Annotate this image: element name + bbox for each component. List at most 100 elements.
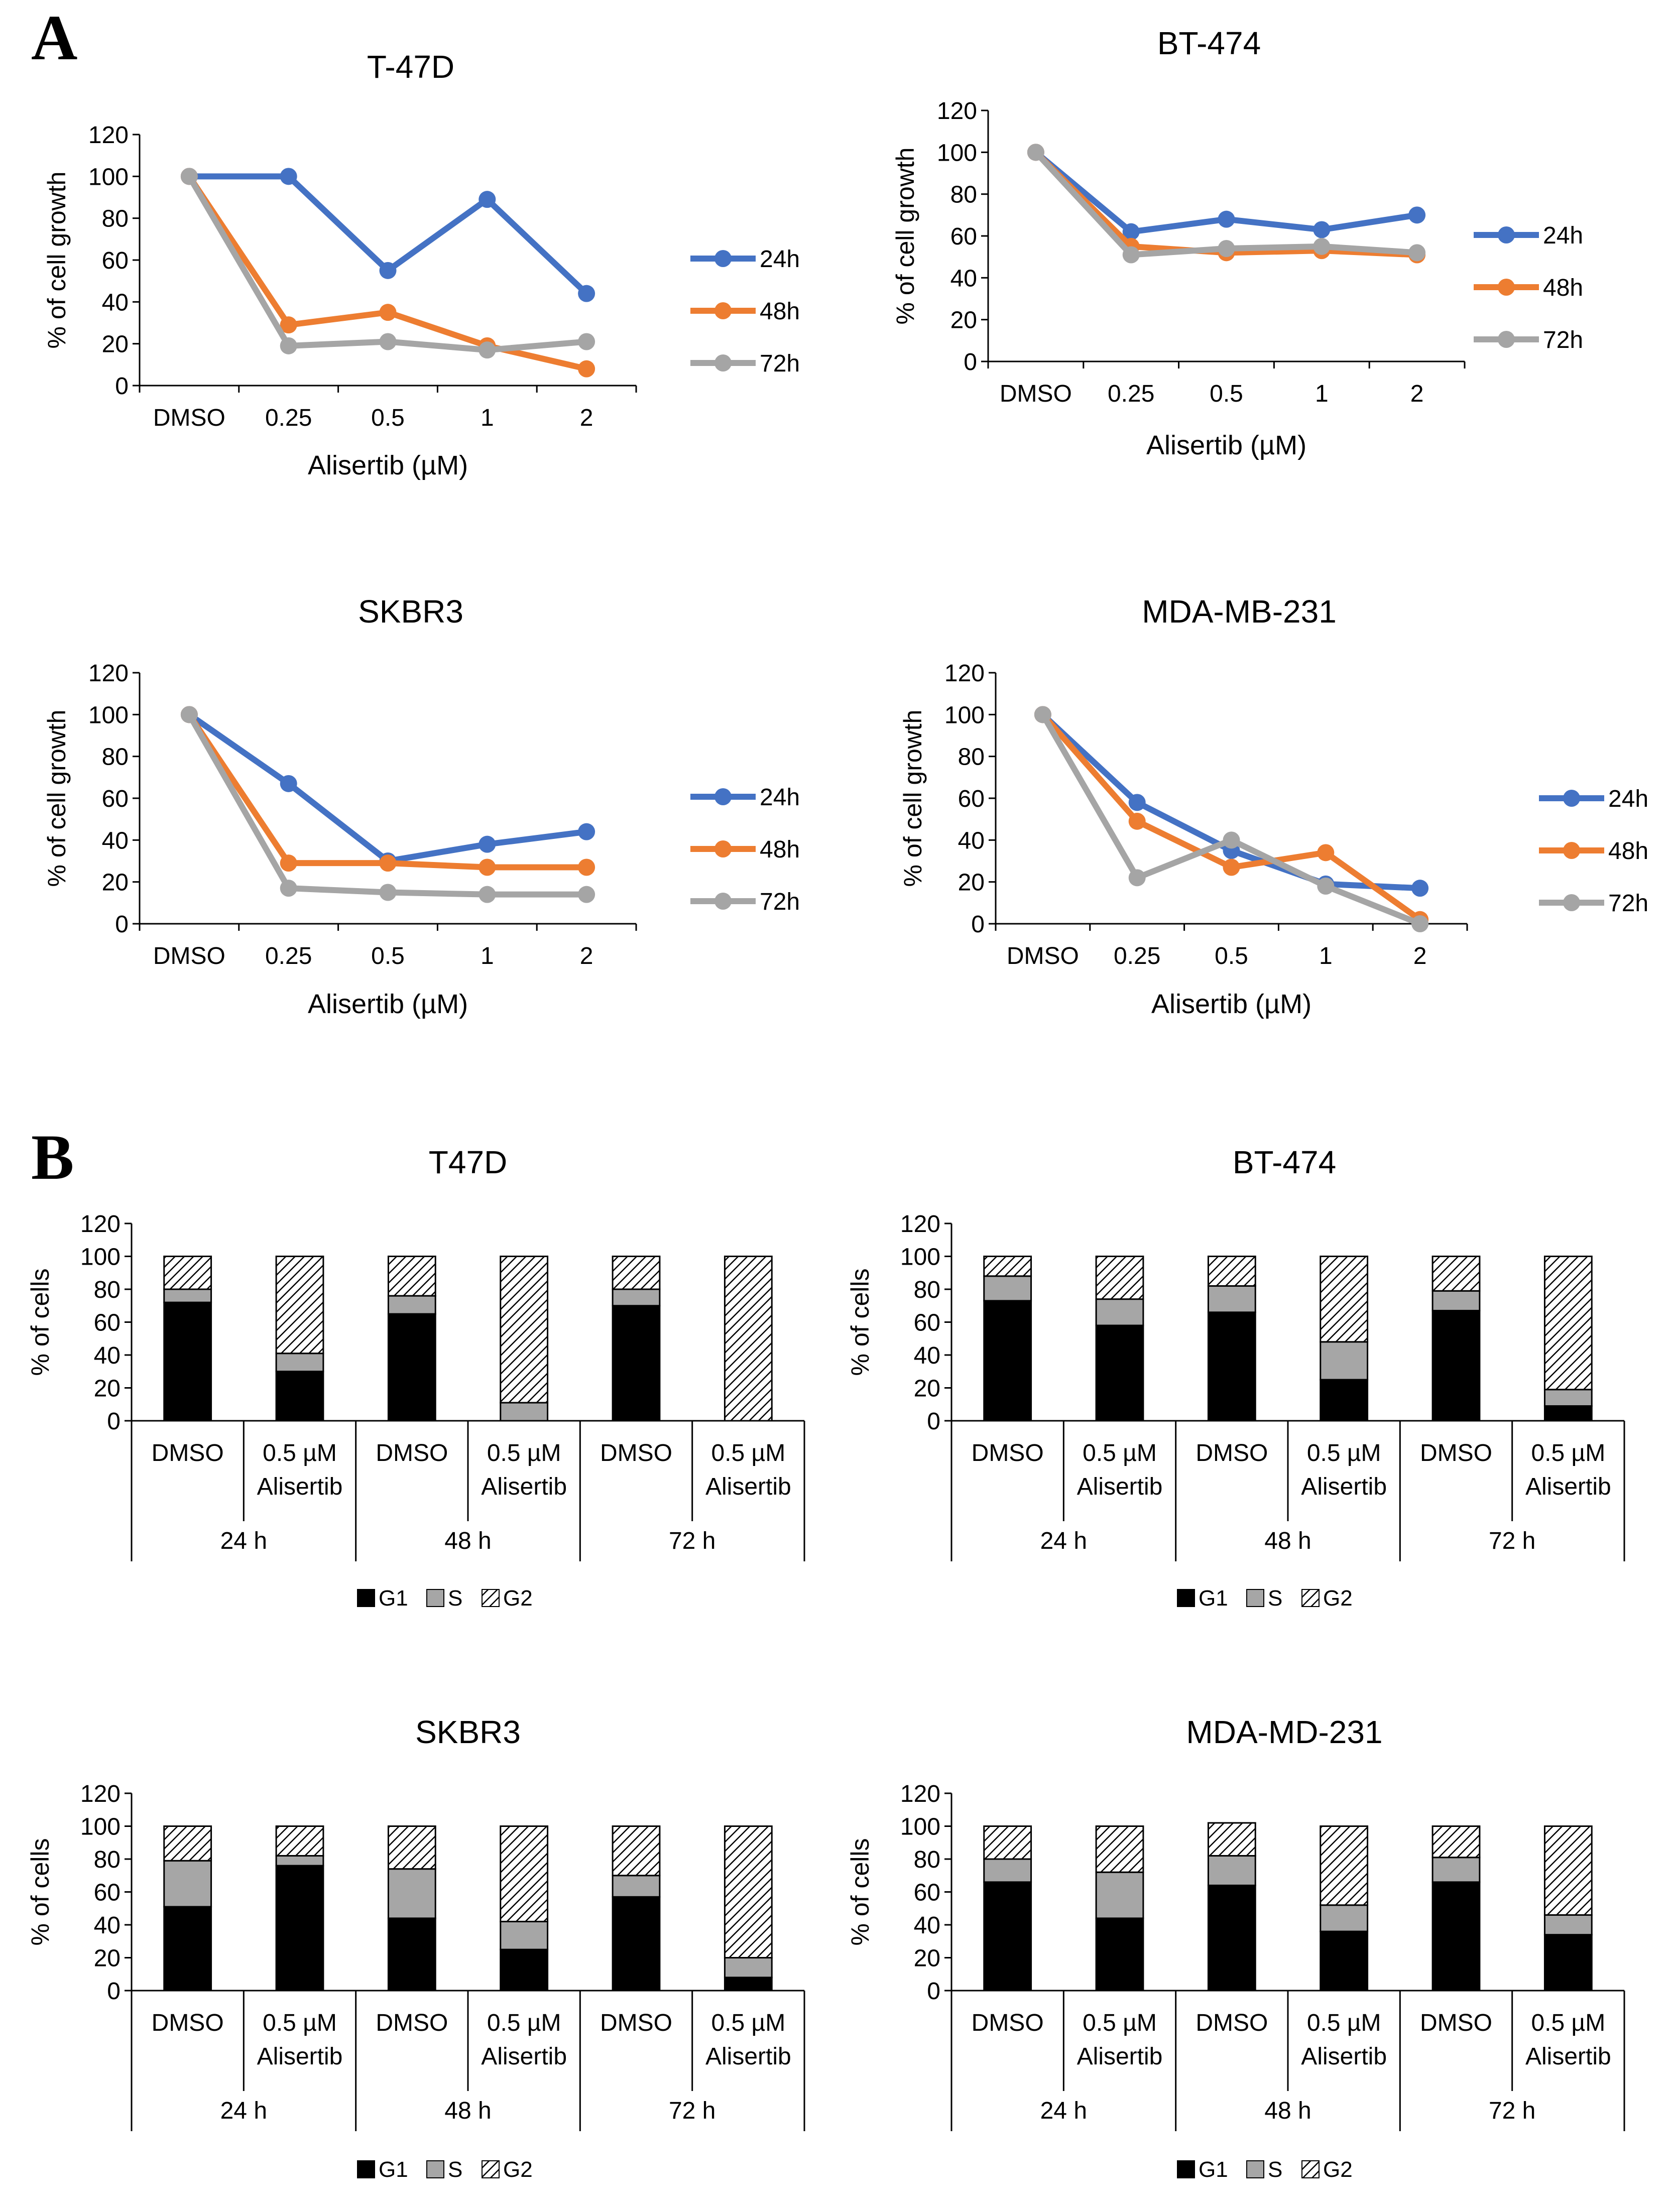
legend-label: G1: [1199, 1586, 1228, 1611]
x-tick-label: 2: [580, 943, 593, 969]
chart-title: BT-474: [1233, 1144, 1336, 1180]
x-axis-label: Alisertib (µM): [1151, 989, 1311, 1019]
group-label: 48 h: [444, 1528, 491, 1554]
data-point-72h: [180, 168, 198, 185]
category-label: DMSO: [972, 1440, 1044, 1466]
bar-segment-G1: [1207, 1884, 1256, 1992]
chart-title: SKBR3: [415, 1714, 521, 1750]
bar-segment-G1: [612, 1305, 661, 1422]
y-tick-label: 0: [927, 1408, 940, 1435]
x-tick-label: DMSO: [153, 943, 225, 969]
legend-label: 72h: [760, 889, 800, 915]
category-label: 0.5 µM: [487, 1440, 561, 1466]
data-point-72h: [479, 886, 496, 903]
bar-segment-G1: [983, 1300, 1032, 1422]
category-label: Alisertib: [1077, 1473, 1163, 1500]
bar-segment-G2: [500, 1256, 549, 1404]
legend-label: 72h: [1543, 327, 1583, 353]
legend-label: 24h: [1608, 786, 1648, 812]
x-tick-label: 1: [1315, 381, 1329, 407]
y-tick-label: 20: [958, 870, 985, 896]
series-line-24h: [187, 712, 587, 864]
legend-swatch-G1: [357, 1589, 375, 1607]
y-tick-label: 100: [88, 702, 129, 728]
y-axis-label: % of cell growth: [891, 148, 919, 325]
bar-segment-S: [1095, 1298, 1144, 1326]
y-axis-label: % of cells: [26, 1838, 54, 1946]
category-label: Alisertib: [1301, 1473, 1387, 1500]
data-point-72h: [379, 884, 397, 901]
legend-label: 48h: [760, 836, 800, 863]
category-label: 0.5 µM: [1531, 2010, 1605, 2036]
category-label: DMSO: [376, 1440, 448, 1466]
data-point-24h: [280, 775, 297, 792]
y-tick-label: 80: [94, 1277, 121, 1303]
category-label: Alisertib: [481, 1473, 567, 1500]
bar-segment-S: [1431, 1857, 1481, 1883]
y-tick-label: 0: [107, 1408, 121, 1435]
bar-segment-G1: [387, 1917, 436, 1992]
category-label: 0.5 µM: [1083, 2010, 1157, 2036]
y-axis-label: % of cells: [26, 1269, 54, 1376]
legend-label: 48h: [760, 298, 800, 325]
y-axis-label: % of cell growth: [899, 710, 927, 887]
chart-5: T47D 0 20 40 60 80 100 120 % of cells DMSO 0.5 µM A…: [26, 1144, 805, 1611]
data-point-72h: [1223, 831, 1240, 849]
chart-title: T-47D: [367, 49, 454, 85]
bar-segment-G2: [983, 1256, 1032, 1277]
group-label: 24 h: [1040, 1528, 1087, 1554]
y-tick-label: 40: [94, 1912, 121, 1939]
series-line-48h: [186, 712, 587, 871]
y-tick-label: 60: [102, 786, 129, 812]
category-label: Alisertib: [705, 1473, 791, 1500]
y-tick-label: 40: [914, 1912, 940, 1939]
legend-swatch-G2: [482, 1589, 500, 1607]
data-point-48h: [379, 854, 397, 872]
y-tick-label: 40: [102, 827, 129, 854]
bar-segment-G2: [275, 1256, 324, 1355]
y-tick-label: 60: [950, 223, 977, 250]
legend-marker-72h: [714, 354, 732, 372]
panel-label-a: A: [31, 2, 77, 73]
y-tick-label: 120: [88, 660, 129, 687]
legend-label: G2: [1323, 2157, 1353, 2182]
category-label: DMSO: [376, 2010, 448, 2036]
y-tick-label: 0: [107, 1978, 121, 2005]
bar-segment-G2: [275, 1825, 324, 1857]
x-tick-label: 0.5: [1215, 943, 1248, 969]
data-point-48h: [379, 304, 397, 321]
category-label: 0.5 µM: [263, 2010, 337, 2036]
y-tick-label: 120: [937, 98, 977, 125]
bar-segment-G1: [1320, 1930, 1369, 1992]
data-point-72h: [1027, 144, 1044, 161]
legend-swatch-G2: [482, 2160, 500, 2178]
category-label: 0.5 µM: [1307, 2010, 1381, 2036]
bar-segment-G1: [1431, 1881, 1481, 1992]
y-tick-label: 120: [900, 1211, 940, 1238]
y-tick-label: 0: [971, 911, 985, 938]
y-tick-label: 60: [958, 786, 985, 812]
data-point-72h: [180, 706, 198, 723]
y-tick-label: 80: [102, 744, 129, 771]
bar-segment-S: [983, 1275, 1032, 1302]
x-axis-label: Alisertib (µM): [308, 989, 468, 1019]
legend-label: 24h: [760, 784, 800, 811]
category-label: DMSO: [600, 1440, 672, 1466]
data-point-48h: [280, 854, 297, 872]
data-point-48h: [578, 360, 595, 378]
chart-3: SKBR3 0 20 40 60 80 100 120 DMSO 0.25 0.5 1 2 Alisert…: [43, 593, 800, 1019]
bar-segment-S: [612, 1288, 661, 1307]
group-label: 72 h: [669, 1528, 715, 1554]
data-point-72h: [379, 333, 397, 350]
x-tick-label: DMSO: [1000, 381, 1072, 407]
y-tick-label: 100: [944, 702, 985, 728]
chart-title: MDA-MB-231: [1142, 593, 1337, 630]
y-tick-label: 80: [950, 182, 977, 208]
legend-marker-24h: [714, 788, 732, 805]
bar-segment-S: [1207, 1855, 1256, 1886]
bar-segment-S: [1543, 1389, 1593, 1407]
category-label: DMSO: [152, 1440, 224, 1466]
category-label: DMSO: [1420, 2010, 1492, 2036]
data-point-72h: [1034, 706, 1051, 723]
x-tick-label: 0.5: [371, 405, 405, 431]
